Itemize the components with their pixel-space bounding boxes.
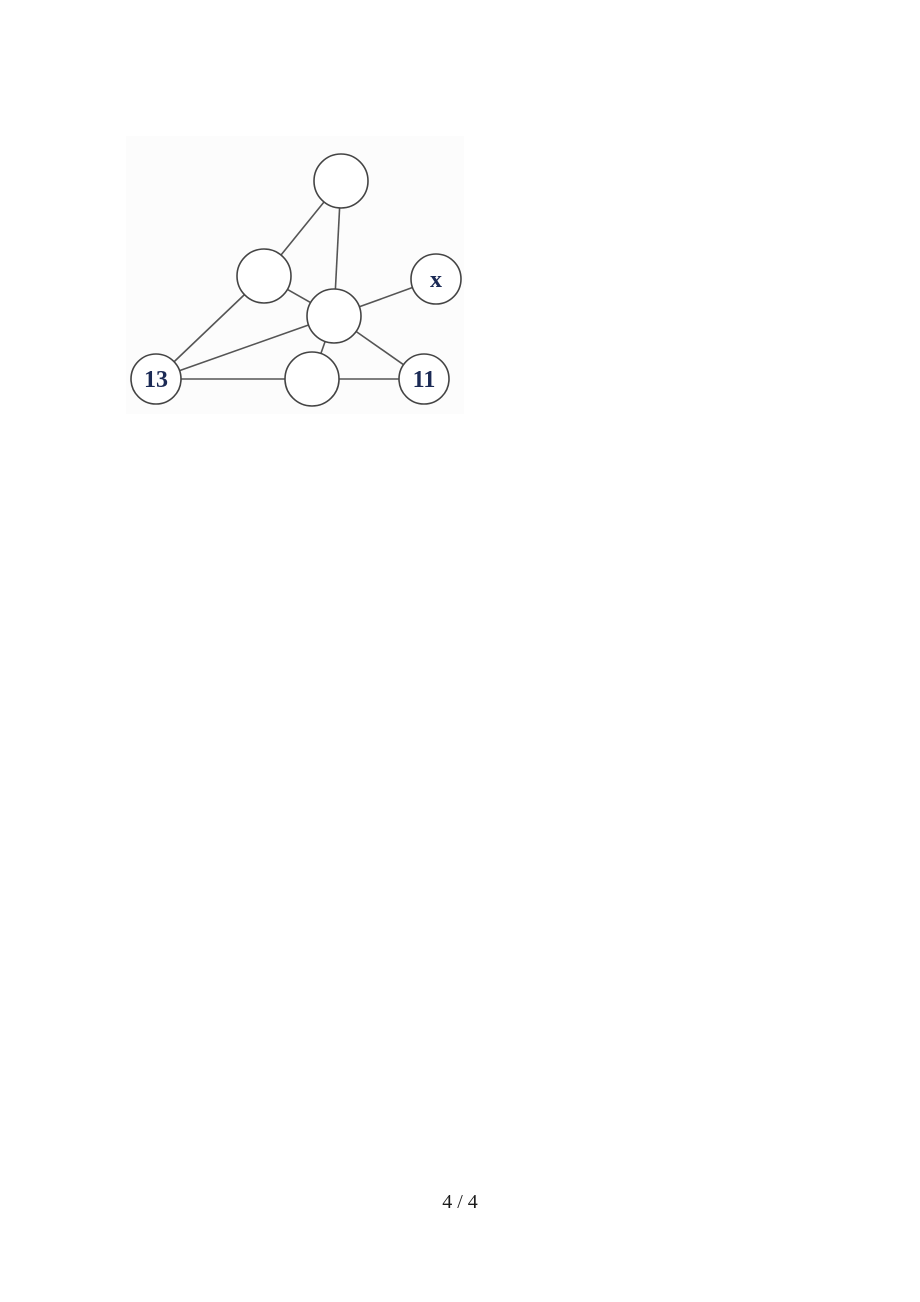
diagram-svg: x 13 11 (126, 136, 464, 414)
network-diagram: x 13 11 (126, 136, 464, 414)
page-number: 4 / 4 (0, 1191, 920, 1214)
node-center (307, 289, 361, 343)
node-top (314, 154, 368, 208)
node-label-x: x (430, 267, 442, 293)
node-label-eleven: 11 (413, 367, 436, 393)
node-bmid (285, 352, 339, 406)
node-ul (237, 249, 291, 303)
node-label-thirteen: 13 (144, 367, 168, 393)
